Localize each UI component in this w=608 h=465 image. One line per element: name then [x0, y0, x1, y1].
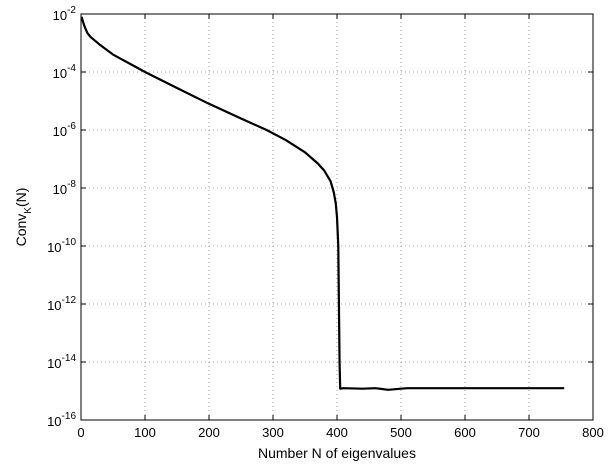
x-tick-label: 200 [198, 425, 220, 440]
x-tick-label: 300 [262, 425, 284, 440]
y-tick-label: 10-4 [53, 63, 77, 81]
x-tick-labels: 0 100 200 300 400 500 600 700 800 [77, 425, 603, 440]
y-tick-label: 10-2 [53, 5, 77, 23]
series-line [80, 16, 565, 391]
y-tick-label: 10-10 [47, 237, 76, 255]
x-tick-label: 800 [582, 425, 604, 440]
y-tick-labels: 10-2 10-4 10-6 10-8 10-10 10-12 10-14 10-16 [47, 5, 76, 429]
y-tick-label: 10-16 [47, 411, 76, 429]
y-tick-label: 10-14 [47, 353, 76, 371]
y-tick-label: 10-6 [53, 121, 77, 139]
y-tick-label: 10-8 [53, 179, 77, 197]
y-axis-label: ConvK(N) [13, 188, 34, 247]
x-tick-label: 600 [454, 425, 476, 440]
x-tick-label: 700 [518, 425, 540, 440]
grid-lines [81, 14, 593, 420]
x-tick-label: 100 [134, 425, 156, 440]
y-tick-label: 10-12 [47, 295, 76, 313]
y-axis-label-base: Conv [13, 214, 29, 247]
axis-ticks [80, 13, 594, 421]
x-tick-label: 0 [77, 425, 84, 440]
y-axis-label-subscript: K [23, 207, 34, 214]
x-tick-label: 500 [390, 425, 412, 440]
y-axis-label-suffix: (N) [13, 188, 29, 207]
x-tick-label: 400 [326, 425, 348, 440]
x-axis-label: Number N of eigenvalues [258, 445, 416, 461]
